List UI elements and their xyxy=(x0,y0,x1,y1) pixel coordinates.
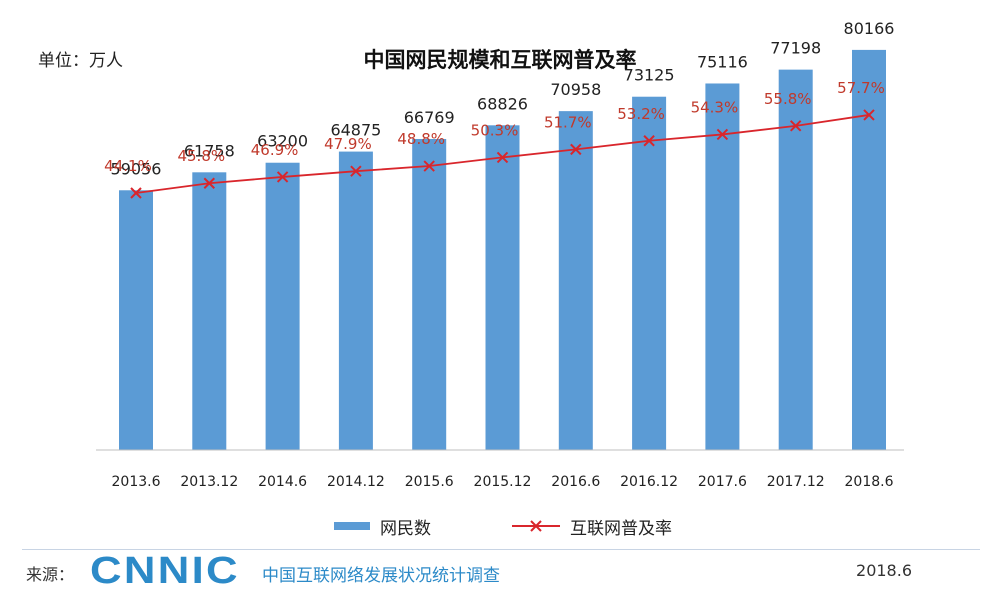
rate-point-2013.6 xyxy=(130,187,142,199)
bar-value-label: 70958 xyxy=(550,80,601,99)
legend-label-rate: 互联网普及率 xyxy=(570,518,672,539)
x-tick-labels: 2013.6 2013.12 2014.6 2014.12 2015.6 2015.12 2… xyxy=(112,474,894,490)
rate-point-2015.6 xyxy=(423,160,435,172)
bar-value-label: 68826 xyxy=(477,94,528,113)
bar-2017.12 xyxy=(778,69,813,450)
rate-value-label: 44.1% xyxy=(104,157,152,175)
bar-2013.12 xyxy=(192,172,227,450)
bar-value-label: 63200 xyxy=(257,132,308,151)
x-tick-label: 2014.6 xyxy=(258,474,307,490)
rate-value-label: 50.3% xyxy=(471,121,519,139)
bar-value-label: 73125 xyxy=(624,66,675,85)
rate-point-2018.6 xyxy=(863,109,875,121)
bar-2014.12 xyxy=(338,151,373,451)
chart-title: 中国网民规模和互联网普及率 xyxy=(363,48,637,72)
cnnic-logo: CNNIC xyxy=(90,550,240,592)
bar-2014.6 xyxy=(265,162,300,450)
rate-value-label: 46.9% xyxy=(251,141,299,159)
bar-value-label: 61758 xyxy=(184,141,235,160)
bar-value-label: 77198 xyxy=(770,39,821,58)
unit-label: 单位：万人 xyxy=(38,51,123,71)
x-tick-label: 2014.12 xyxy=(327,474,385,490)
rate-point-2014.12 xyxy=(350,165,362,177)
rate-value-label: 57.7% xyxy=(837,79,885,97)
bar-series xyxy=(119,49,886,451)
rate-value-label: 54.3% xyxy=(691,98,739,116)
rate-line-series xyxy=(130,109,875,199)
report-name: 中国互联网络发展状况统计调查 xyxy=(262,566,500,586)
rate-point-2017.12 xyxy=(789,120,802,132)
bar-value-label: 59056 xyxy=(111,159,162,178)
x-tick-label: 2015.6 xyxy=(405,474,454,490)
rate-value-label: 45.8% xyxy=(177,147,225,165)
legend-item-rate: 互联网普及率 xyxy=(512,512,672,540)
x-tick-label: 2016.12 xyxy=(620,474,678,490)
rate-value-label: 51.7% xyxy=(544,113,592,131)
rate-point-2015.12 xyxy=(496,151,509,164)
bar-2015.12 xyxy=(485,125,520,450)
x-tick-label: 2018.6 xyxy=(845,474,894,490)
x-tick-label: 2013.12 xyxy=(180,474,238,490)
rate-point-2014.6 xyxy=(276,171,289,183)
bar-value-label: 80166 xyxy=(844,19,895,38)
rate-point-2016.6 xyxy=(570,143,582,156)
rate-value-label: 53.2% xyxy=(617,105,665,123)
legend-bar-swatch xyxy=(334,522,370,530)
bar-2018.6 xyxy=(852,49,886,451)
bar-value-label: 75116 xyxy=(697,52,748,71)
x-tick-label: 2016.6 xyxy=(551,474,600,490)
rate-value-label: 55.8% xyxy=(764,90,812,108)
rate-value-label: 48.8% xyxy=(397,130,445,148)
rate-point-2016.12 xyxy=(643,135,655,147)
bar-2015.6 xyxy=(412,138,447,450)
bar-2016.12 xyxy=(632,96,667,450)
bar-value-label: 66769 xyxy=(404,108,455,127)
source-label: 来源： xyxy=(26,565,75,584)
legend: 网民数 互联网普及率 xyxy=(0,512,1000,540)
legend-line-swatch xyxy=(512,520,560,532)
x-tick-label: 2013.6 xyxy=(112,474,161,490)
x-tick-label: 2015.12 xyxy=(474,474,532,490)
rate-value-label: 47.9% xyxy=(324,135,372,153)
x-tick-label: 2017.6 xyxy=(698,474,747,490)
x-tick-label: 2017.12 xyxy=(767,474,825,490)
rate-point-2013.12 xyxy=(203,177,216,189)
footer-divider xyxy=(22,549,980,550)
bar-2016.6 xyxy=(558,111,593,450)
legend-label-users: 网民数 xyxy=(380,518,431,539)
rate-point-2017.6 xyxy=(716,128,729,141)
bar-value-label: 64875 xyxy=(330,121,381,140)
bar-2013.6 xyxy=(119,190,153,451)
bar-value-labels: 59056 61758 63200 64875 66769 68826 70958 73125… xyxy=(111,19,895,178)
footer-date: 2018.6 xyxy=(856,561,912,580)
rate-value-labels: 44.1% 45.8% 46.9% 47.9% 48.8% 50.3% 51.7% 53.2%… xyxy=(104,79,885,175)
bar-2017.6 xyxy=(705,83,740,450)
legend-item-users: 网民数 xyxy=(334,512,431,540)
